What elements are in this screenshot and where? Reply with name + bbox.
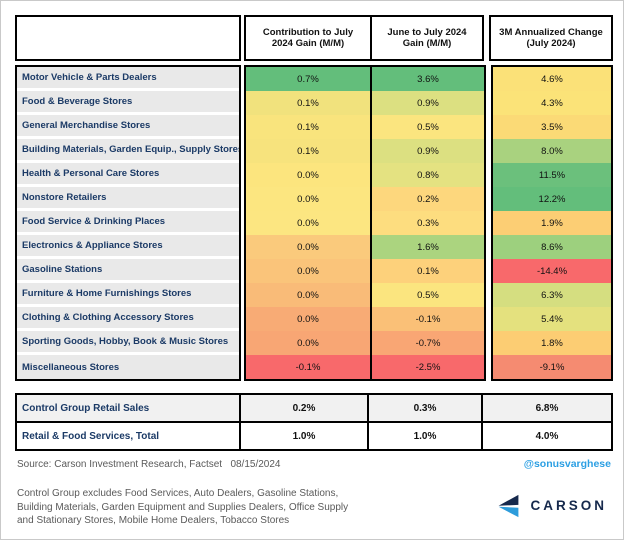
heatmap-cell: 0.0%	[246, 163, 370, 187]
heatmap-cell: 4.3%	[493, 91, 611, 115]
heatmap-cell: 3.5%	[493, 115, 611, 139]
summary-value: 1.0%	[369, 423, 483, 449]
heatmap-cell: 0.0%	[246, 331, 370, 355]
contribution-column-cells: 0.7% 0.1% 0.1% 0.1% 0.0% 0.0% 0.0% 0.0% 0.0% 0.0%…	[246, 67, 372, 379]
heatmap-cell: -0.1%	[372, 307, 484, 331]
carson-logo: CARSON	[496, 493, 607, 518]
row-label: Nonstore Retailers	[17, 187, 239, 211]
heatmap-cell: 0.0%	[246, 235, 370, 259]
carson-wordmark: CARSON	[530, 498, 607, 513]
heatmap-cell: -14.4%	[493, 259, 611, 283]
annualized-change-column-cells: 4.6% 4.3% 3.5% 8.0% 11.5% 12.2% 1.9% 8.6% -14.4%…	[491, 65, 613, 381]
heatmap-cell: -2.5%	[372, 355, 484, 379]
heatmap-cell: 0.5%	[372, 115, 484, 139]
source-row: Source: Carson Investment Research, Fact…	[17, 458, 611, 470]
source-text: Source: Carson Investment Research, Fact…	[17, 459, 281, 470]
table-header-row: Contribution to July 2024 Gain (M/M) Jun…	[15, 15, 613, 61]
footnote-line-1: Control Group excludes Food Services, Au…	[17, 488, 339, 499]
author-handle-link[interactable]: @sonusvarghese	[523, 458, 611, 470]
summary-value: 0.3%	[369, 395, 483, 421]
table-body: Motor Vehicle & Parts Dealers Food & Beve…	[15, 65, 613, 381]
heatmap-cell: 0.9%	[372, 139, 484, 163]
heatmap-cell: 0.8%	[372, 163, 484, 187]
summary-value: 1.0%	[241, 423, 369, 449]
carson-chevron-icon	[496, 493, 521, 518]
source-label: Source: Carson Investment Research, Fact…	[17, 459, 223, 470]
heatmap-cell: 0.1%	[246, 139, 370, 163]
header-3m-change-column: 3M Annualized Change (July 2024)	[489, 15, 613, 61]
heatmap-cell: 0.0%	[246, 307, 370, 331]
heatmap-cell: 8.6%	[493, 235, 611, 259]
mm-gain-column-cells: 3.6% 0.9% 0.5% 0.9% 0.8% 0.2% 0.3% 1.6% 0.1% 0.5%…	[372, 67, 484, 379]
header-empty-cell	[15, 15, 241, 61]
heatmap-cell: 1.6%	[372, 235, 484, 259]
row-label: General Merchandise Stores	[17, 115, 239, 139]
summary-value: 0.2%	[241, 395, 369, 421]
heatmap-cell: 0.2%	[372, 187, 484, 211]
heatmap-cell: 0.0%	[246, 283, 370, 307]
heatmap-cell: 0.0%	[246, 259, 370, 283]
row-label: Food & Beverage Stores	[17, 91, 239, 115]
row-label: Building Materials, Garden Equip., Suppl…	[17, 139, 239, 163]
row-label: Sporting Goods, Hobby, Book & Music Stor…	[17, 331, 239, 355]
heatmap-cell: 0.3%	[372, 211, 484, 235]
summary-value: 4.0%	[535, 430, 559, 442]
row-label: Health & Personal Care Stores	[17, 163, 239, 187]
heatmap-cell: 0.1%	[372, 259, 484, 283]
heatmap-cell: 1.8%	[493, 331, 611, 355]
row-label: Electronics & Appliance Stores	[17, 235, 239, 259]
summary-row: Retail & Food Services, Total 1.0% 1.0% 4.0…	[17, 423, 611, 449]
row-label-column: Motor Vehicle & Parts Dealers Food & Beve…	[15, 65, 241, 381]
row-label: Motor Vehicle & Parts Dealers	[17, 67, 239, 91]
heatmap-cell: 5.4%	[493, 307, 611, 331]
heatmap-cell: 4.6%	[493, 67, 611, 91]
heatmap-cell: 0.1%	[246, 115, 370, 139]
heatmap-cell: -9.1%	[493, 355, 611, 379]
summary-table: Control Group Retail Sales 0.2% 0.3% 6.8% Re…	[15, 393, 613, 451]
row-label: Miscellaneous Stores	[17, 355, 239, 379]
footnote-line-2: Building Materials, Garden Equipment and…	[17, 501, 349, 513]
footnote-line-3: and Stationary Stores, Mobile Home Deale…	[17, 515, 290, 526]
header-mm-gain-column: June to July 2024 Gain (M/M)	[370, 15, 484, 61]
summary-row-label: Retail & Food Services, Total	[17, 423, 241, 449]
heatmap-cell: 1.9%	[493, 211, 611, 235]
heatmap-cell: 0.7%	[246, 67, 370, 91]
data-columns-1-2: 0.7% 0.1% 0.1% 0.1% 0.0% 0.0% 0.0% 0.0% 0.0% 0.0%…	[244, 65, 486, 381]
summary-value: 6.8%	[535, 402, 559, 414]
source-date: 08/15/2024	[230, 459, 281, 470]
heatmap-cell: 12.2%	[493, 187, 611, 211]
summary-row: Control Group Retail Sales 0.2% 0.3% 6.8%	[17, 395, 611, 423]
heatmap-cell: 6.3%	[493, 283, 611, 307]
row-label: Food Service & Drinking Places	[17, 211, 239, 235]
heatmap-cell: -0.1%	[246, 355, 370, 379]
heatmap-cell: 11.5%	[493, 163, 611, 187]
row-label: Furniture & Home Furnishings Stores	[17, 283, 239, 307]
heatmap-cell: 8.0%	[493, 139, 611, 163]
heatmap-cell: 0.1%	[246, 91, 370, 115]
heatmap-cell: 0.0%	[246, 211, 370, 235]
heatmap-cell: 0.0%	[246, 187, 370, 211]
heatmap-cell: 0.9%	[372, 91, 484, 115]
heatmap-cell: -0.7%	[372, 331, 484, 355]
header-contribution-column: Contribution to July 2024 Gain (M/M)	[244, 15, 372, 61]
row-label: Clothing & Clothing Accessory Stores	[17, 307, 239, 331]
row-label: Gasoline Stations	[17, 259, 239, 283]
heatmap-cell: 0.5%	[372, 283, 484, 307]
control-group-footnote: Control Group excludes Food Services, Au…	[17, 487, 417, 528]
summary-row-label: Control Group Retail Sales	[17, 395, 241, 421]
heatmap-cell: 3.6%	[372, 67, 484, 91]
